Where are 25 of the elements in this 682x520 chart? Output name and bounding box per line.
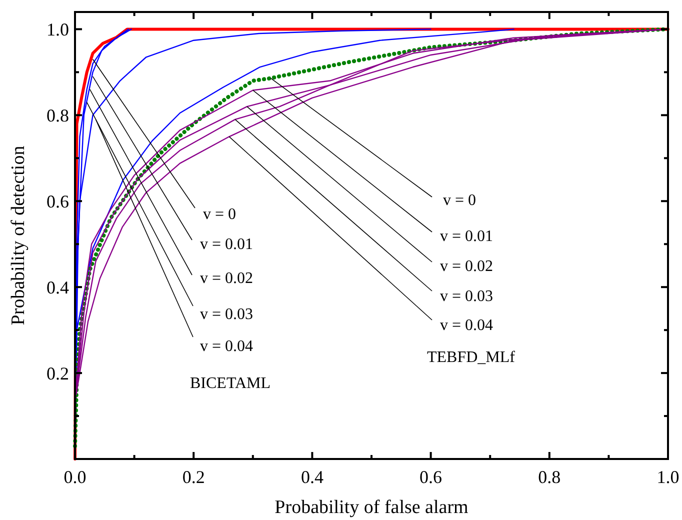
y-tick-label: 0.8 (46, 105, 69, 126)
x-tick-label: 0.8 (538, 467, 561, 487)
x-tick-label: 0.2 (182, 467, 205, 487)
annotation: v = 0.01 (440, 228, 494, 245)
x-tick-label: 0.4 (300, 467, 324, 487)
x-tick-label: 1.0 (656, 467, 680, 487)
y-tick-label: 1.0 (46, 19, 69, 40)
x-tick-label: 0.0 (64, 467, 86, 487)
annotation: v = 0.02 (440, 258, 494, 275)
y-axis-title: Probability of detection (8, 145, 29, 326)
annotation: v = 0.04 (440, 317, 494, 334)
annotation: v = 0 (203, 206, 236, 223)
annotation: v = 0 (443, 192, 476, 209)
annotation: v = 0.04 (200, 338, 254, 355)
y-tick-label: 0.2 (46, 363, 69, 384)
y-tick-label: 0.4 (46, 277, 69, 298)
y-tick-label: 0.6 (46, 191, 69, 212)
x-tick-label: 0.6 (420, 467, 442, 487)
annotation: v = 0.03 (440, 288, 494, 305)
annotation: v = 0.03 (200, 306, 254, 323)
annotation: v = 0.02 (200, 270, 254, 287)
annotation: TEBFD_MLf (427, 349, 516, 366)
x-axis-title: Probability of false alarm (274, 497, 469, 518)
annotation: BICETAML (190, 375, 270, 392)
annotation: v = 0.01 (200, 236, 254, 253)
